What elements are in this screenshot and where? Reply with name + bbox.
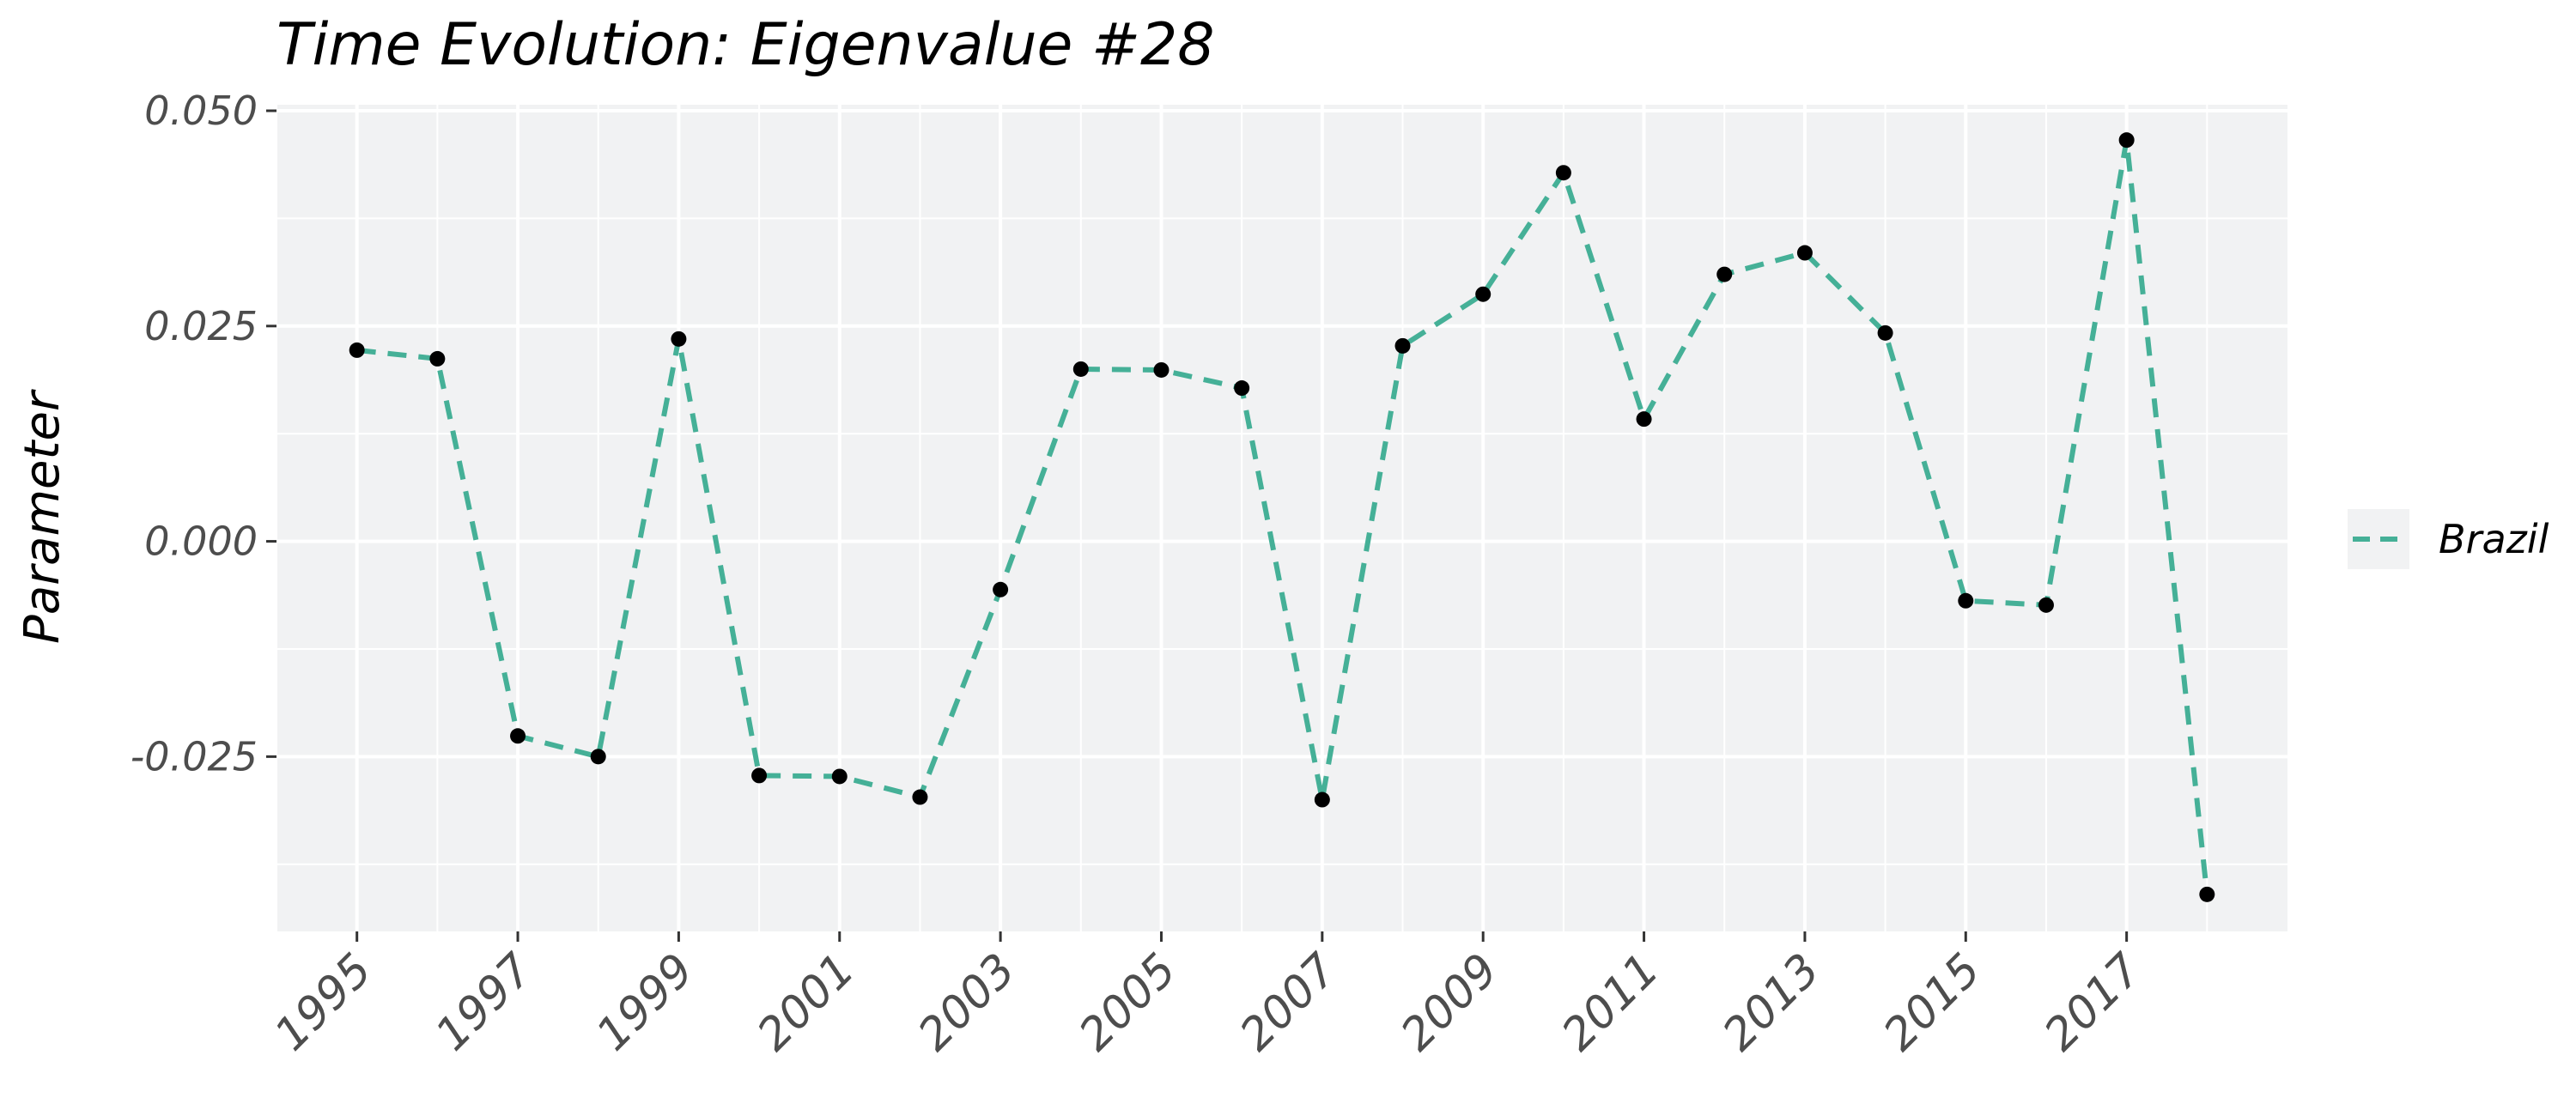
data-point	[1636, 411, 1652, 428]
data-point	[1314, 792, 1330, 808]
data-point	[349, 342, 365, 358]
x-tick-label: 2005	[1070, 944, 1187, 1061]
chart-title: Time Evolution: Eigenvalue #28	[276, 11, 1215, 79]
y-tick-label: 0.025	[144, 303, 258, 349]
data-point	[831, 768, 848, 785]
y-tick-label: -0.025	[131, 733, 258, 779]
data-point	[2038, 597, 2054, 613]
data-point	[993, 581, 1009, 597]
x-tick-label: 2001	[748, 944, 865, 1061]
x-tick-label: 2007	[1230, 944, 1347, 1061]
x-tick-label: 2009	[1391, 944, 1508, 1061]
data-point	[1475, 286, 1492, 302]
x-tick-label: 2017	[2035, 944, 2152, 1061]
data-point	[590, 749, 606, 765]
x-tick-label: 2013	[1713, 944, 1830, 1061]
data-point	[2118, 132, 2135, 149]
data-point	[1796, 245, 1813, 261]
data-point	[1072, 361, 1089, 377]
series-layer	[349, 132, 2215, 902]
data-point	[510, 728, 526, 744]
data-point	[671, 331, 687, 347]
grid-lines	[276, 105, 2287, 931]
x-tick-label: 2015	[1874, 944, 1990, 1061]
legend-label-brazil: Brazil	[2439, 516, 2549, 562]
legend: Brazil	[2348, 509, 2549, 569]
x-tick-label: 2011	[1552, 944, 1669, 1061]
data-point	[1958, 592, 1974, 609]
y-tick-label: 0.000	[144, 519, 258, 565]
data-point	[1234, 380, 1250, 397]
data-point	[429, 350, 446, 367]
data-point	[1555, 165, 1571, 181]
y-tick-label: 0.050	[144, 88, 258, 134]
data-point	[1394, 337, 1411, 354]
data-point	[1153, 361, 1170, 378]
series-line-brazil	[356, 137, 2210, 895]
y-axis-label: Parameter	[15, 389, 70, 644]
data-point	[912, 789, 928, 805]
data-point	[751, 767, 768, 784]
data-point	[1716, 266, 1733, 282]
x-tick-label: 1995	[265, 944, 382, 1061]
x-tick-label: 1999	[587, 944, 704, 1061]
x-tick-label: 1997	[426, 944, 543, 1061]
data-point	[1877, 324, 1893, 341]
x-tick-label: 2003	[908, 944, 1025, 1061]
plot-panel	[276, 105, 2287, 931]
data-point	[2199, 886, 2215, 902]
